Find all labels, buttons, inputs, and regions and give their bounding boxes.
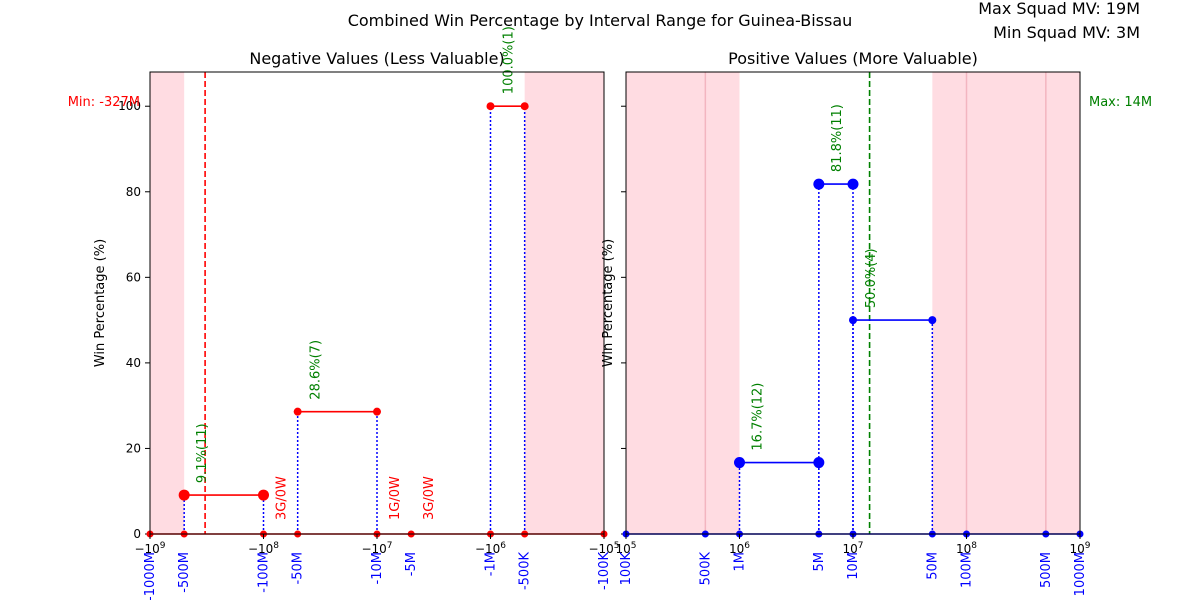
negative-panel-ylabel: Win Percentage (%) [93, 239, 108, 367]
positive-segment-point [849, 316, 857, 325]
negative-boundary-label: -500K [518, 552, 533, 591]
negative-segment-point [373, 407, 381, 416]
negative-y-tick-label: 100 [118, 99, 141, 113]
negative-boundary-label: -5M [404, 552, 419, 576]
positive-shaded-region [626, 72, 740, 534]
negative-x-tick-label: −106 [475, 541, 506, 556]
positive-x-tick-label: 109 [1069, 541, 1090, 556]
positive-data-label: 81.8%(11) [830, 104, 845, 172]
negative-boundary-label: -50M [291, 552, 306, 584]
negative-boundary-label: -10M [370, 552, 385, 584]
negative-panel-title: Negative Values (Less Valuable) [249, 49, 504, 68]
negative-reference-label: Min: -327M [68, 95, 140, 110]
negative-x-axis: −109 −108 −107 −106 −105 -1000M -500M -100M -50M… [134, 534, 620, 601]
negative-data-label: 1G/0W [388, 476, 403, 520]
negative-shaded-region [150, 72, 185, 534]
positive-boundary-label: 10M [846, 552, 861, 580]
positive-shaded-regions [626, 72, 1080, 534]
negative-y-tick-label: 80 [126, 185, 141, 199]
positive-boundary-label: 5M [812, 552, 827, 572]
negative-dotted-connectors [183, 106, 526, 534]
positive-data-label: 50.0%(4) [864, 248, 879, 308]
positive-reference-label: Max: 14M [1089, 95, 1152, 110]
positive-segment-point [928, 316, 937, 325]
negative-x-tick-label: −105 [588, 541, 619, 556]
positive-boundary-label: 500M [1039, 552, 1054, 588]
negative-y-tick-label: 40 [126, 356, 141, 370]
max-squad-mv: Max Squad MV: 19M [978, 0, 1140, 18]
positive-panel-frame [625, 71, 1081, 535]
positive-dotted-connectors [738, 184, 934, 534]
positive-data-label: 16.7%(12) [751, 383, 766, 451]
negative-boundary-label: -100K [597, 552, 612, 591]
positive-boundary-label: 100K [619, 552, 634, 586]
positive-segment-point [813, 457, 825, 469]
positive-panel-title: Positive Values (More Valuable) [728, 49, 978, 68]
figure-title: Combined Win Percentage by Interval Rang… [348, 11, 853, 30]
positive-segment-point [734, 457, 745, 469]
positive-segment-point [847, 178, 859, 190]
positive-values-panel: Positive Values (More Valuable) Win Perc… [601, 49, 1152, 596]
positive-x-tick-label: 105 [615, 541, 636, 556]
negative-panel-frame [149, 71, 605, 535]
negative-shaded-regions [150, 72, 604, 534]
positive-boundary-label: 100M [960, 552, 975, 588]
positive-boundary-label: 50M [925, 552, 940, 580]
negative-data-label: 28.6%(7) [309, 340, 324, 400]
negative-x-tick-label: −108 [248, 541, 279, 556]
negative-y-tick-label: 60 [126, 270, 141, 284]
positive-boundary-label: 1M [733, 552, 748, 572]
min-squad-mv: Min Squad MV: 3M [993, 23, 1140, 42]
negative-data-label: 3G/0W [422, 476, 437, 520]
negative-values-panel: Negative Values (Less Valuable) Win Perc… [68, 26, 620, 601]
negative-boundary-label: -1M [484, 552, 499, 576]
positive-boundary-label: 1000M [1073, 552, 1088, 596]
negative-segment-point [178, 489, 190, 501]
negative-data-label: 100.0%(1) [502, 26, 517, 94]
positive-reference-line: Max: 14M [868, 72, 1152, 534]
positive-boundary-label: 500K [698, 552, 713, 586]
negative-x-tick-label: −109 [134, 541, 165, 556]
negative-segment-point [258, 489, 269, 501]
positive-segment-point [813, 178, 825, 190]
negative-shaded-region [524, 72, 604, 534]
negative-segment-point [486, 102, 495, 111]
positive-x-tick-label: 106 [729, 541, 750, 556]
positive-shaded-region [932, 72, 1080, 534]
negative-y-tick-label: 0 [133, 527, 141, 541]
positive-y-axis [621, 105, 626, 535]
negative-reference-line: Min: -327M [68, 72, 206, 534]
negative-y-tick-label: 20 [126, 441, 141, 455]
negative-segment-point [293, 407, 302, 416]
negative-boundary-label: -1000M [143, 552, 158, 600]
positive-x-tick-label: 108 [956, 541, 977, 556]
positive-data-labels: 16.7%(12) 81.8%(11) 50.0%(4) [751, 104, 880, 450]
negative-data-label: 9.1%(11) [195, 423, 210, 483]
negative-boundary-label: -500M [177, 552, 192, 593]
negative-segment-point [520, 102, 529, 111]
positive-x-tick-label: 107 [842, 541, 863, 556]
negative-data-label: 3G/0W [275, 476, 290, 520]
negative-boundary-label: -100M [257, 552, 272, 593]
positive-panel-ylabel: Win Percentage (%) [601, 239, 616, 367]
negative-x-tick-label: −107 [361, 541, 392, 556]
negative-data-labels: 9.1%(11) 3G/0W 28.6%(7) 1G/0W 3G/0W 100.0%(1) [195, 26, 516, 520]
positive-x-axis: 105 106 107 108 109 100K 500K 1M 5M 10M 50M 100M 500… [615, 534, 1091, 596]
negative-y-axis: 0 20 40 60 80 100 [118, 99, 150, 541]
